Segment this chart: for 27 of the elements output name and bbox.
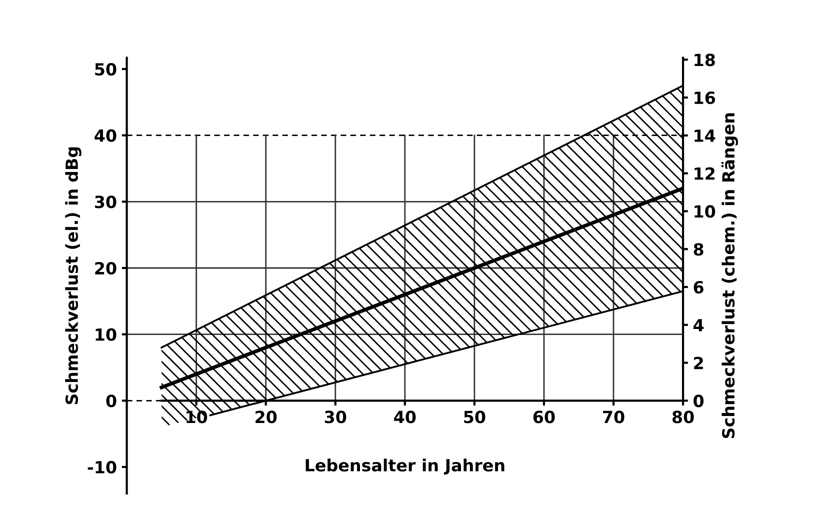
x-axis-title: Lebensalter in Jahren bbox=[306, 458, 504, 475]
x-tick-label: 40 bbox=[394, 410, 416, 424]
x-tick-label: 20 bbox=[256, 410, 277, 424]
y-tick-label: -10 bbox=[88, 460, 116, 474]
y2-tick-label: 18 bbox=[694, 54, 715, 66]
y-tick-label: 50 bbox=[95, 62, 116, 76]
y2-tick-label: 6 bbox=[694, 280, 704, 294]
y-axis-title: Schmeckverlust (el.) in dBg bbox=[65, 147, 82, 404]
x-tick-label: 70 bbox=[603, 410, 624, 424]
y2-axis-title: Schmeckverlust (chem.) in Rängen bbox=[722, 113, 738, 438]
y-tick-label: 0 bbox=[106, 394, 116, 408]
y2-tick-label: 4 bbox=[694, 319, 704, 332]
y2-tick-label: 8 bbox=[694, 243, 704, 256]
y-tick-label: 40 bbox=[94, 129, 116, 142]
y2-tick-label: 14 bbox=[694, 130, 716, 142]
x-tick-label: 60 bbox=[533, 410, 555, 424]
x-tick-label: 30 bbox=[324, 410, 346, 424]
y2-tick-label: 0 bbox=[694, 394, 704, 408]
x-tick-label: 50 bbox=[464, 410, 486, 424]
y2-tick-label: 2 bbox=[694, 356, 703, 370]
y2-tick-label: 10 bbox=[694, 205, 716, 218]
y2-tick-label: 16 bbox=[694, 92, 716, 104]
x-tick-label: 80 bbox=[672, 410, 694, 424]
y-tick-label: 20 bbox=[95, 262, 116, 275]
y-tick-label: 30 bbox=[94, 196, 116, 208]
y-tick-label: 10 bbox=[96, 328, 116, 341]
y2-tick-label: 12 bbox=[694, 167, 714, 180]
